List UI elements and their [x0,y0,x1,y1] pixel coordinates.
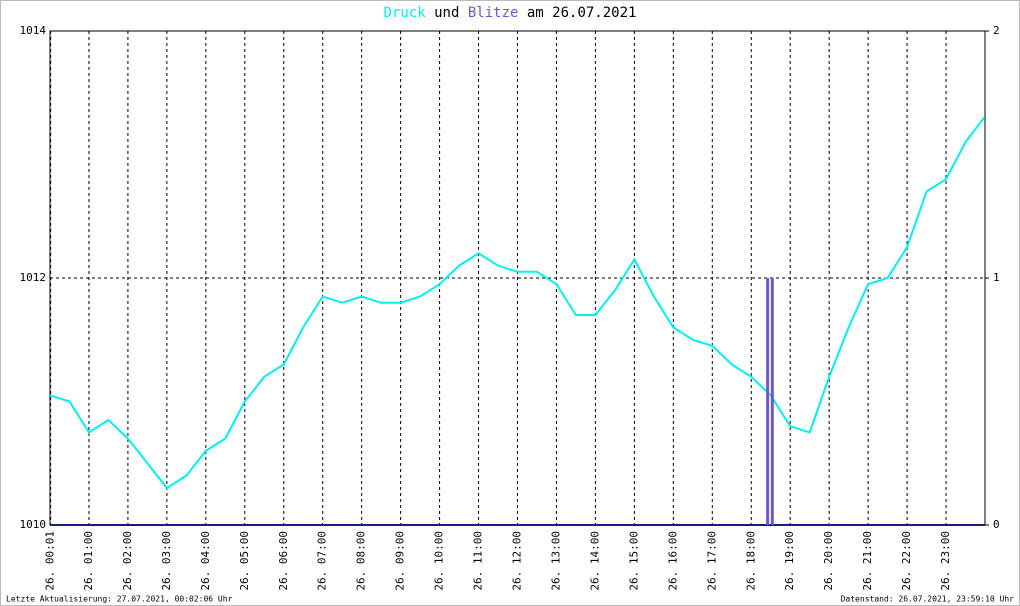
footer-left: Letzte Aktualisierung: 27.07.2021, 00:02… [6,595,233,604]
lightning-bar [770,278,774,525]
x-tick-label: 26. 15:00 [627,531,640,591]
title-blitze: Blitze [468,5,519,21]
x-tick-label: 26. 18:00 [744,531,757,591]
x-tick-label: 26. 20:00 [822,531,835,591]
y-tick-label: 1014 [20,24,47,37]
x-tick-label: 26. 02:00 [121,531,134,591]
title-druck: Druck [384,5,427,21]
x-tick-label: 26. 07:00 [316,531,329,591]
x-tick-label: 26. 13:00 [549,531,562,591]
x-tick-label: 26. 01:00 [82,531,95,591]
x-tick-label: 26. 16:00 [666,531,679,591]
x-tick-label: 26. 06:00 [277,531,290,591]
x-tick-label: 26. 03:00 [160,531,173,591]
x-tick-label: 26. 21:00 [861,531,874,591]
x-tick-label: 26. 09:00 [394,531,407,591]
x-tick-label: 26. 11:00 [472,531,485,591]
x-tick-label: 26. 08:00 [355,531,368,591]
y-tick-label: 1010 [20,518,47,531]
x-tick-label: 26. 12:00 [511,531,524,591]
lightning-bar [766,278,770,525]
x-tick-label: 26. 04:00 [199,531,212,591]
x-tick-label: 26. 19:00 [783,531,796,591]
x-tick-label: 26. 05:00 [238,531,251,591]
x-tick-label: 26. 10:00 [433,531,446,591]
x-tick-label: 26. 17:00 [705,531,718,591]
title-und: und [434,5,459,21]
pressure-line [49,116,985,490]
chart-title: Druck und Blitze am 26.07.2021 [384,5,637,21]
x-tick-label: 26. 23:00 [939,531,952,591]
y2-tick-label: 0 [993,518,1000,531]
title-date: am 26.07.2021 [527,5,637,21]
x-tick-label: 26. 22:00 [900,531,913,591]
x-tick-label: 26. 00:01 [44,531,57,591]
y2-tick-label: 1 [993,271,1000,284]
y-tick-label: 1012 [20,271,47,284]
footer-right: Datenstand: 26.07.2021, 23:59:10 Uhr [841,595,1015,604]
x-tick-label: 26. 14:00 [588,531,601,591]
y2-tick-label: 2 [993,24,1000,37]
